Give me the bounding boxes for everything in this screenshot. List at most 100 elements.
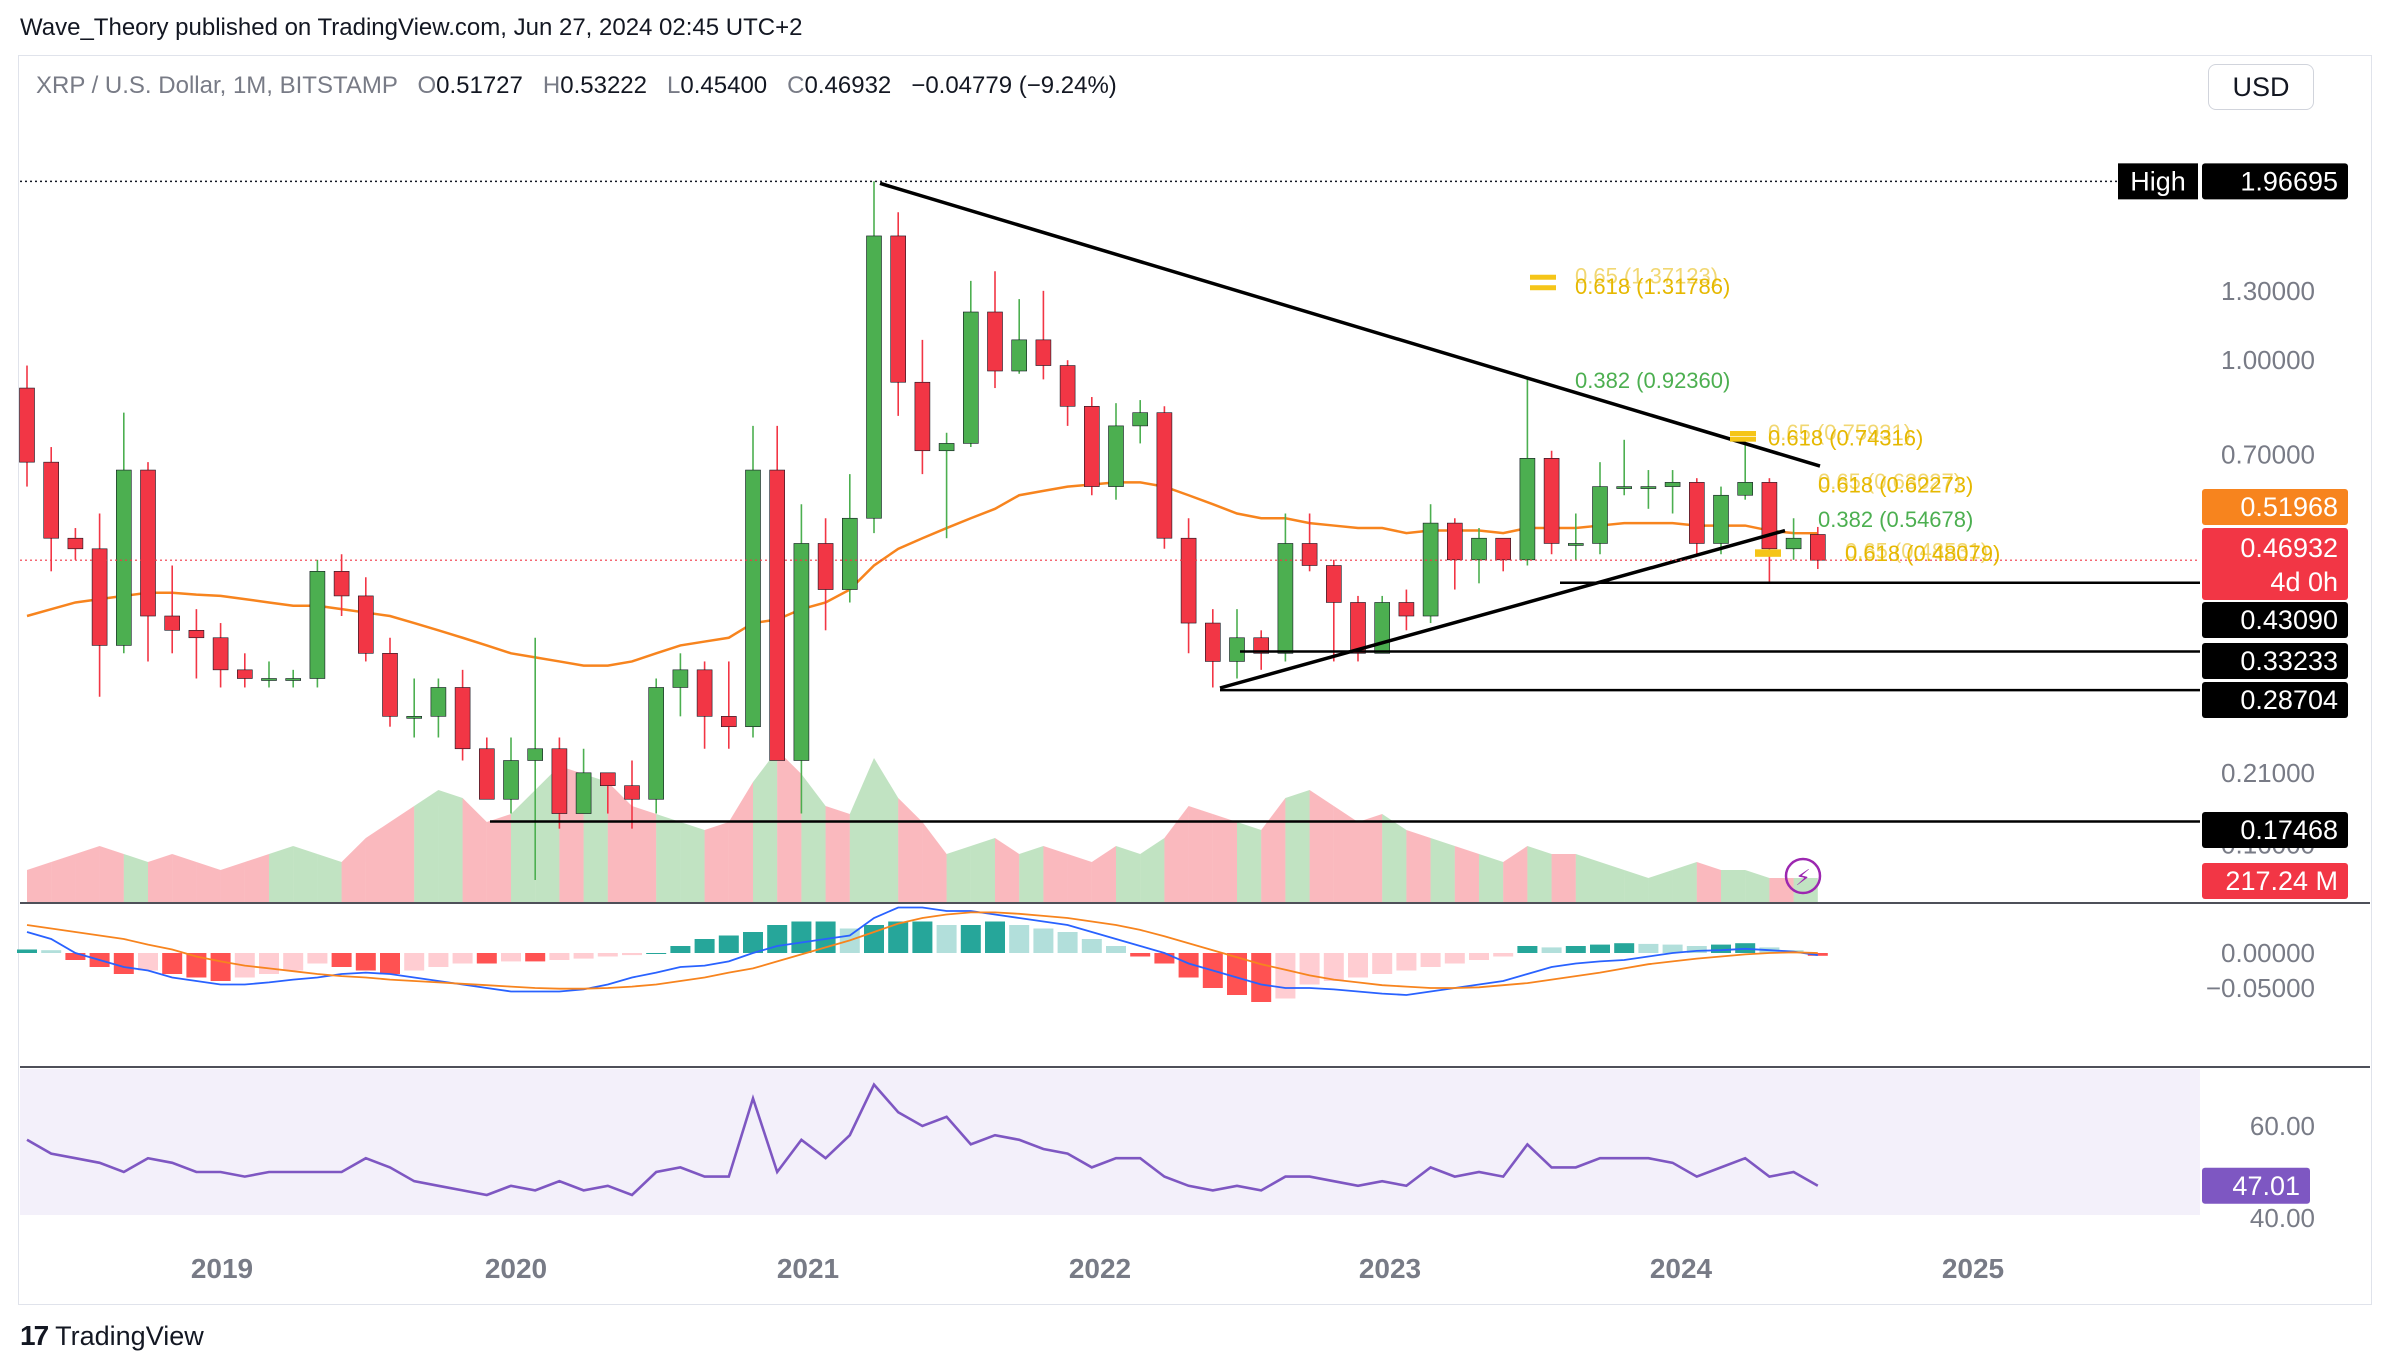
candle-body bbox=[1229, 637, 1245, 662]
fib-label: 0.618 (0.48079) bbox=[1845, 541, 2000, 566]
volume-area bbox=[1237, 822, 1262, 902]
candle-body bbox=[212, 637, 229, 671]
open-value: 0.51727 bbox=[436, 72, 523, 99]
macd-hist-bar bbox=[476, 953, 497, 964]
candle-body bbox=[599, 772, 616, 787]
fib-label: 0.65 (0.63027) bbox=[1818, 469, 1961, 494]
candle-body bbox=[720, 716, 737, 728]
fib-label: 0.65 (0.75931) bbox=[1768, 420, 1911, 445]
macd-hist-bar bbox=[694, 939, 715, 953]
candle-body bbox=[1132, 412, 1148, 427]
fib-label: 0.382 (0.54678) bbox=[1818, 507, 1973, 532]
volume-area bbox=[995, 838, 1020, 902]
macd-hist-bar bbox=[1565, 946, 1586, 953]
candle-body bbox=[188, 630, 205, 639]
volume-area bbox=[1672, 862, 1697, 902]
macd-hist-bar bbox=[1057, 932, 1078, 953]
volume-area bbox=[27, 862, 52, 902]
volume-area bbox=[922, 822, 947, 902]
macd-hist-bar bbox=[452, 953, 473, 964]
macd-hist-bar bbox=[259, 953, 279, 974]
macd-hist-bar bbox=[1251, 953, 1272, 1002]
support-value-tag: 0.28704 bbox=[2240, 685, 2338, 715]
candle-body bbox=[309, 571, 326, 679]
volume-area bbox=[1406, 830, 1431, 902]
candle-body bbox=[116, 469, 132, 646]
macd-hist-bar bbox=[960, 925, 981, 953]
volume-area bbox=[874, 758, 899, 902]
price-axis-tick: 0.21000 bbox=[2221, 758, 2315, 788]
close-value: 0.46932 bbox=[804, 72, 892, 99]
volume-area bbox=[1091, 846, 1116, 902]
price-axis-tick: 0.70000 bbox=[2221, 439, 2315, 469]
candle-body bbox=[1253, 637, 1269, 654]
volume-area bbox=[728, 782, 753, 902]
macd-hist-bar bbox=[525, 953, 546, 962]
macd-hist-bar bbox=[1590, 944, 1610, 953]
candle-body bbox=[1761, 482, 1778, 550]
volume-area bbox=[1116, 846, 1141, 902]
candle-body bbox=[1640, 486, 1657, 489]
volume-area bbox=[1745, 870, 1770, 902]
macd-hist-bar bbox=[283, 953, 304, 971]
candle-body bbox=[769, 469, 786, 761]
candle-body bbox=[333, 571, 350, 597]
flash-icon-glyph: ⚡ bbox=[1795, 866, 1810, 891]
candle-body bbox=[406, 716, 423, 719]
candle-body bbox=[1301, 543, 1318, 566]
macd-hist-bar bbox=[1106, 946, 1126, 953]
last-price-value: 0.46932 bbox=[2240, 533, 2338, 563]
macd-hist-bar bbox=[186, 953, 207, 978]
candle-body bbox=[1447, 522, 1463, 561]
time-axis-tick: 2025 bbox=[1942, 1253, 2004, 1284]
volume-area bbox=[1503, 846, 1528, 902]
volume-area bbox=[293, 846, 318, 902]
low-value: 0.45400 bbox=[680, 72, 768, 99]
currency-selector[interactable]: USD bbox=[2208, 64, 2314, 110]
volume-area bbox=[1479, 854, 1504, 902]
ema-value-tag: 0.51968 bbox=[2240, 492, 2338, 522]
candle-body bbox=[551, 748, 568, 814]
macd-hist-bar bbox=[331, 953, 352, 967]
symbol-title[interactable]: XRP / U.S. Dollar, 1M, BITSTAMP bbox=[36, 72, 398, 99]
volume-value-tag-bg bbox=[2202, 863, 2348, 899]
macd-hist-bar bbox=[1420, 953, 1441, 967]
fib-label: 0.618 (0.74316) bbox=[1768, 426, 1923, 451]
candle-body bbox=[1785, 537, 1802, 550]
volume-area bbox=[1527, 846, 1552, 902]
volume-area bbox=[801, 774, 826, 902]
macd-hist-bar bbox=[1178, 953, 1199, 978]
volume-area bbox=[414, 790, 439, 902]
volume-area bbox=[1285, 790, 1310, 902]
volume-area bbox=[75, 846, 100, 902]
candle-body bbox=[140, 469, 156, 617]
candle-body bbox=[285, 678, 302, 681]
macd-hist-bar bbox=[1662, 944, 1683, 953]
fib-label: 0.618 (1.31786) bbox=[1575, 274, 1730, 299]
time-axis-tick: 2021 bbox=[777, 1253, 839, 1284]
macd-hist-bar bbox=[1686, 946, 1707, 953]
volume-area bbox=[511, 790, 536, 902]
volume-area bbox=[1793, 878, 1818, 902]
macd-hist-bar bbox=[1033, 928, 1054, 953]
macd-hist-bar bbox=[1517, 946, 1538, 953]
support-value-tag: 0.43090 bbox=[2240, 605, 2338, 635]
candle-body bbox=[575, 772, 592, 814]
volume-area bbox=[1454, 846, 1479, 902]
macd-hist-bar bbox=[1081, 939, 1102, 953]
volume-area bbox=[946, 846, 971, 902]
high-label: High bbox=[2130, 166, 2186, 196]
volume-area bbox=[632, 806, 657, 902]
volume-area bbox=[970, 838, 995, 902]
tradingview-brand[interactable]: 17 TradingView bbox=[20, 1320, 204, 1352]
macd-hist-bar bbox=[573, 953, 594, 959]
volume-area bbox=[607, 782, 632, 902]
candle-body bbox=[261, 678, 277, 681]
candle-body bbox=[672, 669, 689, 688]
volume-area bbox=[486, 814, 511, 902]
macd-hist-bar bbox=[1323, 953, 1344, 981]
volume-area bbox=[1140, 838, 1165, 902]
candle-body bbox=[43, 461, 60, 539]
macd-hist-bar bbox=[1638, 943, 1659, 953]
